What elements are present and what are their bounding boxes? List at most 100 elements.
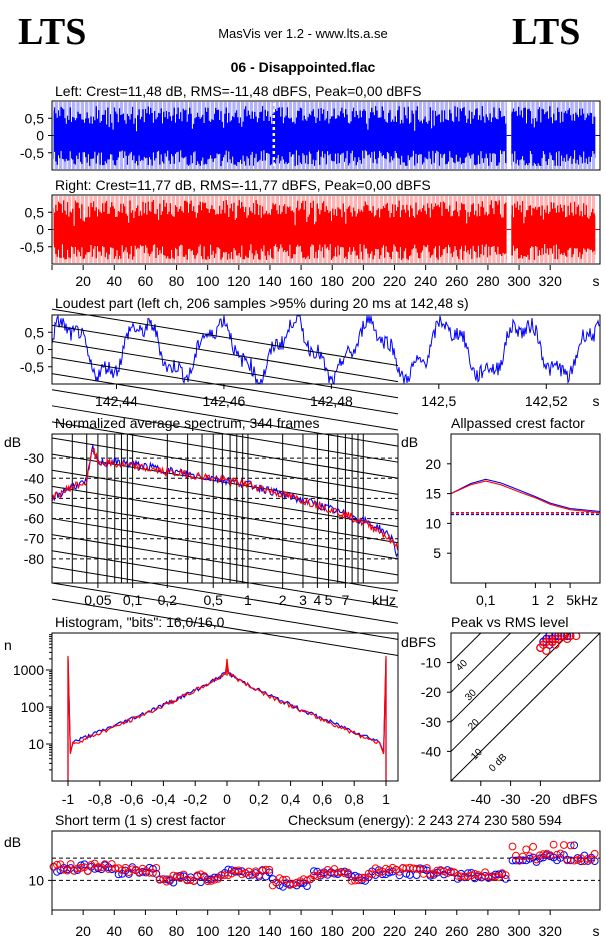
x-tick-label: 120 (227, 923, 251, 939)
allpassed-crest-title: Allpassed crest factor (451, 415, 585, 431)
slope-line (51, 340, 399, 399)
crest-diagonal (451, 633, 600, 781)
x-tick-label: 0,1 (476, 592, 496, 608)
crest-point-right (584, 854, 592, 863)
y-axis-label: dB (4, 434, 21, 450)
loudest-part-line (51, 314, 601, 385)
y-tick-label: -80 (24, 551, 44, 567)
crest-point-right (590, 849, 599, 858)
x-tick-label: 0,2 (158, 592, 178, 608)
x-tick-label: 180 (321, 273, 345, 289)
crest-point-left (570, 841, 579, 850)
y-tick-label: -20 (421, 684, 441, 700)
y-tick-label: 20 (425, 456, 441, 472)
crest-point-right (310, 871, 318, 880)
x-tick-label: 260 (445, 273, 469, 289)
crest-point-right (549, 840, 558, 849)
diagonal-label: 40 (454, 658, 470, 674)
x-tick-label: 100 (196, 273, 220, 289)
short-term-crest-title: Short term (1 s) crest factor (55, 812, 226, 828)
x-tick-label: -20 (530, 791, 550, 807)
x-tick-label: 140 (258, 923, 282, 939)
y-axis-label: dB (4, 834, 21, 850)
x-tick-label: -1 (62, 791, 75, 807)
slope-line (51, 356, 399, 415)
crest-point-right (412, 864, 421, 873)
x-tick-label: 5 (566, 592, 574, 608)
y-axis-label: n (4, 637, 12, 653)
y-tick-label: -60 (24, 511, 44, 527)
y-axis-label: dBFS (401, 634, 436, 650)
crest-point-right (179, 870, 188, 879)
y-tick-label: -50 (24, 490, 44, 506)
crest-diagonal (451, 633, 541, 723)
slope-line (51, 550, 399, 608)
x-unit-label: s (593, 393, 600, 409)
x-tick-label: 60 (138, 923, 154, 939)
x-unit-label: kHz (372, 592, 396, 608)
crest-point-right (286, 881, 294, 889)
crest-diagonal (451, 633, 571, 752)
crest-point-right (292, 878, 301, 887)
x-tick-label: 180 (321, 923, 345, 939)
crest-point-right (56, 860, 65, 869)
x-tick-label: 2 (546, 592, 554, 608)
crest-point-right (265, 865, 274, 874)
y-tick-label: -10 (421, 655, 441, 671)
crest-point-right (423, 864, 431, 872)
x-tick-label: 280 (476, 923, 500, 939)
histogram-title: Histogram, "bits": 16,0/16,0 (55, 614, 225, 630)
x-tick-label: 320 (539, 273, 563, 289)
diagonal-label: 20 (466, 717, 482, 733)
crest-point-right (570, 856, 579, 865)
crest-curve-right (450, 480, 601, 514)
x-tick-label: 80 (169, 923, 185, 939)
x-tick-label: 240 (414, 273, 438, 289)
y-tick-label: 5 (433, 545, 441, 561)
slope-line (51, 501, 399, 560)
x-tick-label: 40 (106, 923, 122, 939)
y-tick-label: -40 (24, 470, 44, 486)
x-tick-label: 7 (342, 592, 350, 608)
crest-point-right (522, 845, 531, 854)
y-tick-label: -0,5 (20, 239, 44, 255)
slope-line (51, 389, 399, 447)
crest-point-left (303, 882, 311, 890)
slope-line (51, 598, 399, 656)
x-tick-label: 3 (299, 592, 307, 608)
plot-frame (51, 433, 399, 584)
y-tick-label: 1000 (13, 662, 44, 678)
y-tick-label: -0,5 (20, 145, 44, 161)
crest-point-right (94, 863, 102, 871)
x-tick-label: 5 (325, 592, 333, 608)
x-tick-label: 2 (279, 592, 287, 608)
crest-point-right (560, 841, 568, 849)
y-tick-label: 0,5 (25, 110, 45, 126)
spectrum-title: Normalized average spectrum, 344 frames (55, 415, 320, 431)
plot-frame (51, 830, 601, 911)
crest-point-right (351, 876, 359, 885)
crest-point-right (375, 868, 383, 877)
loudest-part-title: Loudest part (left ch, 206 samples >95% … (55, 295, 469, 311)
x-tick-label: 260 (445, 923, 469, 939)
crest-point-right (152, 864, 161, 872)
x-tick-label: 160 (289, 923, 313, 939)
plot-frame (51, 314, 601, 385)
y-tick-label: -30 (24, 450, 44, 466)
y-tick-label: 0,5 (25, 324, 45, 340)
crest-point-right (128, 865, 137, 874)
y-tick-label: 0 (36, 342, 44, 358)
slope-line (51, 324, 399, 383)
crest-point-right (210, 875, 219, 884)
x-tick-label: -40 (471, 791, 491, 807)
x-tick-label: 1 (244, 592, 252, 608)
x-tick-label: 80 (169, 273, 185, 289)
short-term-crest-panel: dB 10 20 40 60 80 100 120 140 160 180 200 220 240 260 2… (4, 830, 601, 939)
plot-frame (450, 632, 601, 782)
crest-point-right (83, 867, 92, 875)
x-tick-label: 142,44 (95, 393, 138, 409)
y-tick-label: -30 (421, 714, 441, 730)
